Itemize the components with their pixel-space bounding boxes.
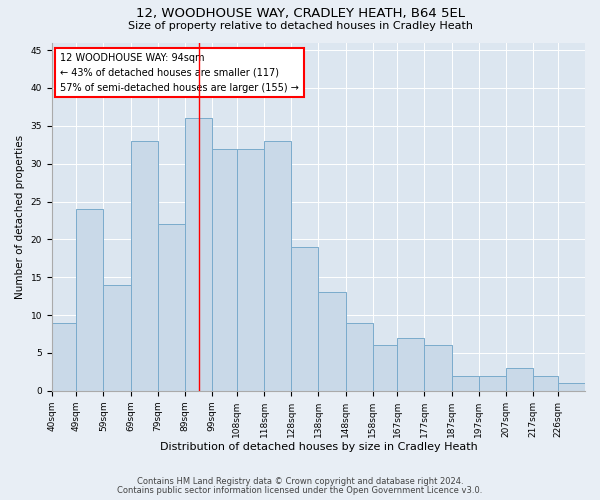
Bar <box>506 368 533 391</box>
Bar <box>158 224 185 391</box>
Text: Contains HM Land Registry data © Crown copyright and database right 2024.: Contains HM Land Registry data © Crown c… <box>137 477 463 486</box>
Bar <box>533 376 558 391</box>
Bar <box>212 148 237 391</box>
Bar <box>185 118 212 391</box>
Bar <box>479 376 506 391</box>
Bar <box>76 209 103 391</box>
Text: Contains public sector information licensed under the Open Government Licence v3: Contains public sector information licen… <box>118 486 482 495</box>
Bar <box>424 346 452 391</box>
Bar <box>264 141 291 391</box>
Bar <box>373 346 397 391</box>
Bar <box>346 322 373 391</box>
Bar <box>558 384 585 391</box>
Text: 12, WOODHOUSE WAY, CRADLEY HEATH, B64 5EL: 12, WOODHOUSE WAY, CRADLEY HEATH, B64 5E… <box>136 8 464 20</box>
Bar <box>397 338 424 391</box>
Bar <box>131 141 158 391</box>
Text: Size of property relative to detached houses in Cradley Heath: Size of property relative to detached ho… <box>128 21 473 31</box>
Y-axis label: Number of detached properties: Number of detached properties <box>15 134 25 298</box>
Text: 12 WOODHOUSE WAY: 94sqm
← 43% of detached houses are smaller (117)
57% of semi-d: 12 WOODHOUSE WAY: 94sqm ← 43% of detache… <box>60 53 299 92</box>
Bar <box>291 247 319 391</box>
Bar <box>452 376 479 391</box>
X-axis label: Distribution of detached houses by size in Cradley Heath: Distribution of detached houses by size … <box>160 442 477 452</box>
Bar <box>103 285 131 391</box>
Bar <box>237 148 264 391</box>
Bar <box>319 292 346 391</box>
Bar <box>52 322 76 391</box>
